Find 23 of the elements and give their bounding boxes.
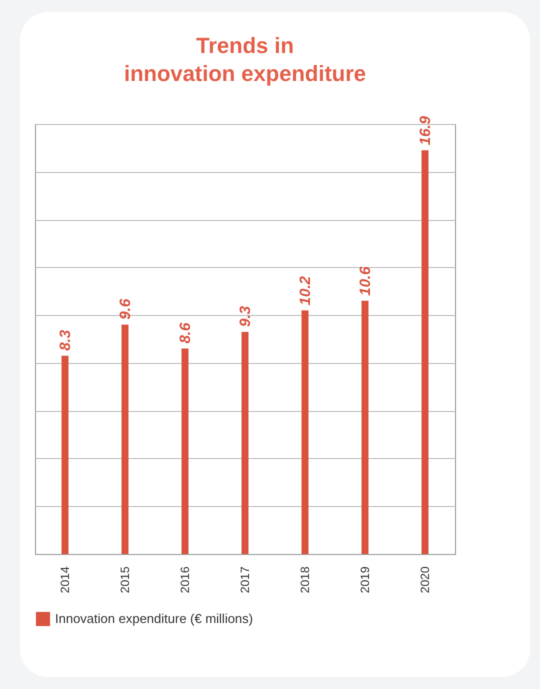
bar [422,150,428,554]
x-tick-label: 2015 [118,566,132,594]
data-label: 16.9 [417,115,434,146]
bar [362,300,368,554]
data-label: 8.6 [177,322,194,344]
data-label: 10.6 [357,266,374,296]
x-tick-label: 2014 [58,566,72,594]
legend-label: Innovation expenditure (€ millions) [55,611,253,626]
data-label: 8.3 [57,329,74,351]
data-label: 9.6 [117,298,134,320]
bar [182,348,188,554]
bar [62,356,68,554]
x-tick-label: 2020 [418,566,432,594]
chart-title: Trends in innovation expenditure [124,33,366,86]
data-label: 10.2 [297,275,314,306]
bar [242,332,248,554]
x-tick-label: 2019 [358,566,372,594]
x-tick-label: 2018 [298,566,312,594]
data-label: 9.3 [237,305,254,327]
x-tick-label: 2016 [178,566,192,594]
x-tick-label: 2017 [238,566,252,594]
bar [302,310,308,554]
bar [122,324,128,554]
